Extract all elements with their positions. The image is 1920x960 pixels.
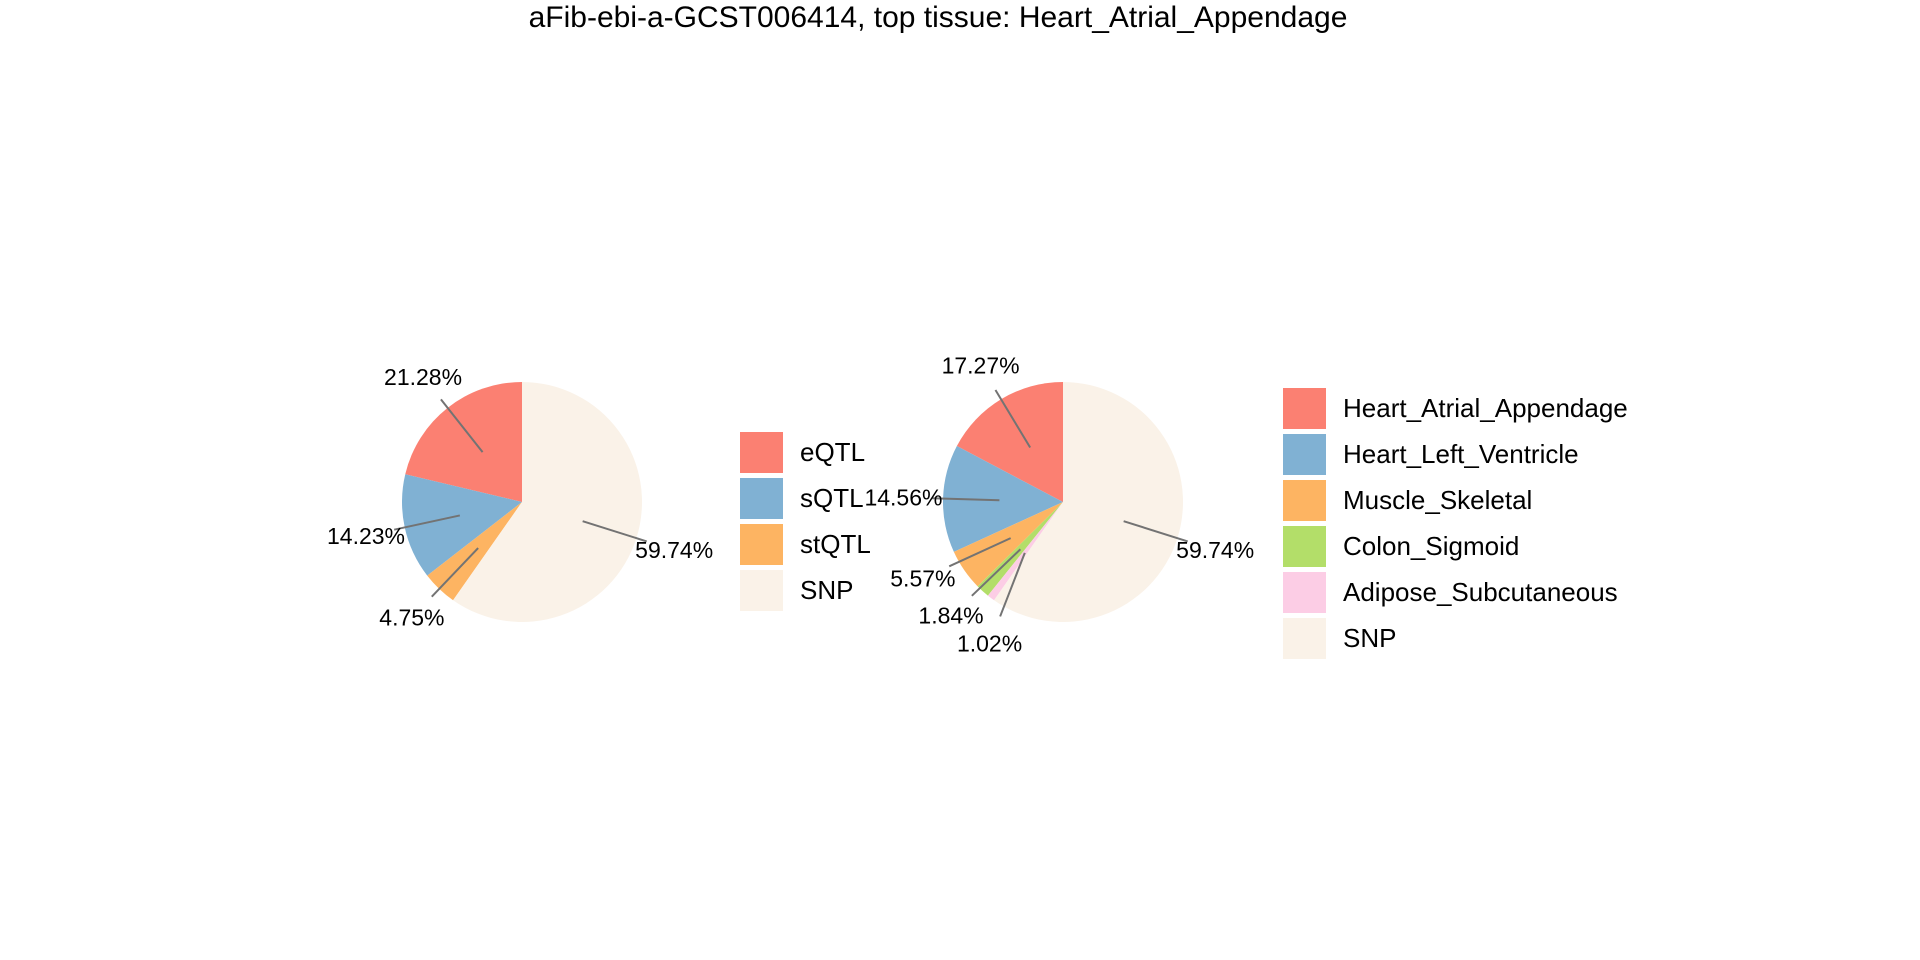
legend-label: Adipose_Subcutaneous bbox=[1343, 577, 1618, 607]
legend-item-SNP: SNP bbox=[740, 570, 871, 611]
legend-label: SNP bbox=[1343, 623, 1397, 653]
figure-title: aFib-ebi-a-GCST006414, top tissue: Heart… bbox=[528, 1, 1348, 34]
legend-swatch-SNP bbox=[740, 570, 783, 611]
legend-item-Heart_Atrial_Appendage: Heart_Atrial_Appendage bbox=[1283, 388, 1628, 429]
slice-percent-label-Heart_Left_Ventricle: 14.56% bbox=[864, 484, 942, 510]
slice-percent-label-Muscle_Skeletal: 5.57% bbox=[890, 565, 955, 591]
label-leader-line bbox=[948, 537, 1012, 568]
pie-slice-Heart_Left_Ventricle bbox=[943, 445, 1063, 552]
pie-slice-SNP bbox=[994, 382, 1184, 622]
legend-swatch-Heart_Left_Ventricle bbox=[1283, 434, 1326, 475]
pie-slice-Muscle_Skeletal bbox=[953, 502, 1063, 587]
legend-item-Heart_Left_Ventricle: Heart_Left_Ventricle bbox=[1283, 434, 1628, 475]
legend-swatch-sQTL bbox=[740, 478, 783, 519]
legend-label: Muscle_Skeletal bbox=[1343, 485, 1533, 515]
label-leader-line bbox=[393, 514, 461, 531]
label-leader-line bbox=[440, 398, 484, 453]
legend-tissues: Heart_Atrial_Appendage Heart_Left_Ventric… bbox=[1283, 388, 1628, 659]
legend-label: eQTL bbox=[800, 437, 866, 467]
pie-slice-Adipose_Subcutaneous bbox=[987, 502, 1063, 601]
slice-percent-label-Adipose_Subcutaneous: 1.02% bbox=[957, 631, 1022, 657]
pie-slice-sQTL bbox=[401, 474, 522, 576]
slice-percent-label-SNP: 59.74% bbox=[1176, 537, 1254, 563]
legend-qtl-types: eQTL sQTL stQTL SNP bbox=[740, 432, 871, 611]
pie-slice-eQTL bbox=[405, 382, 522, 502]
slice-percent-label-stQTL: 4.75% bbox=[379, 605, 444, 631]
label-leader-line bbox=[994, 389, 1032, 449]
pie-slice-Colon_Sigmoid bbox=[977, 502, 1063, 596]
slice-percent-label-Colon_Sigmoid: 1.84% bbox=[918, 603, 983, 629]
label-leader-line bbox=[932, 497, 1000, 502]
label-leader-line bbox=[999, 552, 1026, 617]
slice-percent-label-sQTL: 14.23% bbox=[327, 523, 405, 549]
legend-item-SNP: SNP bbox=[1283, 618, 1628, 659]
legend-label: SNP bbox=[800, 575, 854, 605]
legend-swatch-stQTL bbox=[740, 524, 783, 565]
slice-percent-label-Heart_Atrial_Appendage: 17.27% bbox=[942, 352, 1020, 378]
legend-label: sQTL bbox=[800, 483, 864, 513]
pie-slice-Heart_Atrial_Appendage bbox=[956, 382, 1063, 502]
legend-item-Colon_Sigmoid: Colon_Sigmoid bbox=[1283, 526, 1628, 567]
label-leader-line bbox=[1123, 520, 1189, 543]
legend-swatch-eQTL bbox=[740, 432, 783, 473]
legend-item-Adipose_Subcutaneous: Adipose_Subcutaneous bbox=[1283, 572, 1628, 613]
pie-slice-SNP bbox=[453, 382, 643, 622]
label-leader-line bbox=[431, 547, 479, 598]
legend-item-stQTL: stQTL bbox=[740, 524, 871, 565]
legend-label: stQTL bbox=[800, 529, 871, 559]
legend-label: Heart_Atrial_Appendage bbox=[1343, 393, 1628, 423]
slice-percent-label-eQTL: 21.28% bbox=[384, 364, 462, 390]
legend-item-eQTL: eQTL bbox=[740, 432, 871, 473]
legend-swatch-Adipose_Subcutaneous bbox=[1283, 572, 1326, 613]
legend-label: Heart_Left_Ventricle bbox=[1343, 439, 1579, 469]
label-leader-line bbox=[971, 548, 1022, 597]
slice-percent-label-SNP: 59.74% bbox=[635, 537, 713, 563]
legend-label: Colon_Sigmoid bbox=[1343, 531, 1520, 561]
label-leader-line bbox=[582, 520, 648, 543]
legend-swatch-Muscle_Skeletal bbox=[1283, 480, 1326, 521]
legend-item-sQTL: sQTL bbox=[740, 478, 871, 519]
legend-swatch-SNP bbox=[1283, 618, 1326, 659]
legend-item-Muscle_Skeletal: Muscle_Skeletal bbox=[1283, 480, 1628, 521]
legend-swatch-Colon_Sigmoid bbox=[1283, 526, 1326, 567]
legend-swatch-Heart_Atrial_Appendage bbox=[1283, 388, 1326, 429]
